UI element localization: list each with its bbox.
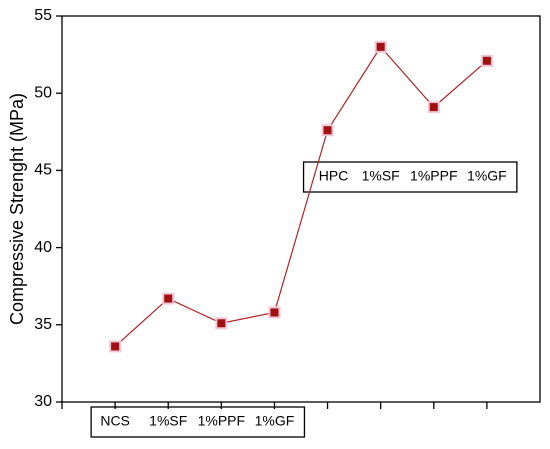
y-tick-label: 35 bbox=[34, 316, 52, 333]
y-tick-label: 40 bbox=[34, 239, 52, 256]
marker bbox=[427, 101, 440, 114]
plot-frame bbox=[61, 15, 541, 403]
x-tick-label: 1%SF bbox=[149, 413, 187, 429]
x-tick-label: 1%SF bbox=[362, 168, 400, 184]
marker bbox=[109, 340, 122, 353]
x-tick-label: 1%PPF bbox=[198, 413, 245, 429]
marker bbox=[162, 292, 175, 305]
label-box bbox=[302, 161, 518, 193]
x-tick-label: 1%GF bbox=[255, 413, 295, 429]
marker bbox=[215, 317, 228, 330]
marker bbox=[480, 54, 493, 67]
series-line bbox=[114, 45, 488, 347]
y-axis-label: Compressive Strenght (MPa) bbox=[7, 93, 27, 325]
x-tick-label: HPC bbox=[319, 168, 349, 184]
y-tick-label: 50 bbox=[34, 84, 52, 101]
x-tick-label: NCS bbox=[100, 413, 130, 429]
marker bbox=[268, 306, 281, 319]
marker bbox=[374, 40, 387, 53]
y-tick-label: 45 bbox=[34, 162, 52, 179]
x-tick-label: 1%PPF bbox=[410, 168, 457, 184]
y-tick-label: 30 bbox=[34, 393, 52, 410]
marker bbox=[321, 124, 334, 137]
label-box bbox=[90, 406, 306, 438]
y-tick-label: 55 bbox=[34, 7, 52, 24]
x-tick-label: 1%GF bbox=[467, 168, 507, 184]
